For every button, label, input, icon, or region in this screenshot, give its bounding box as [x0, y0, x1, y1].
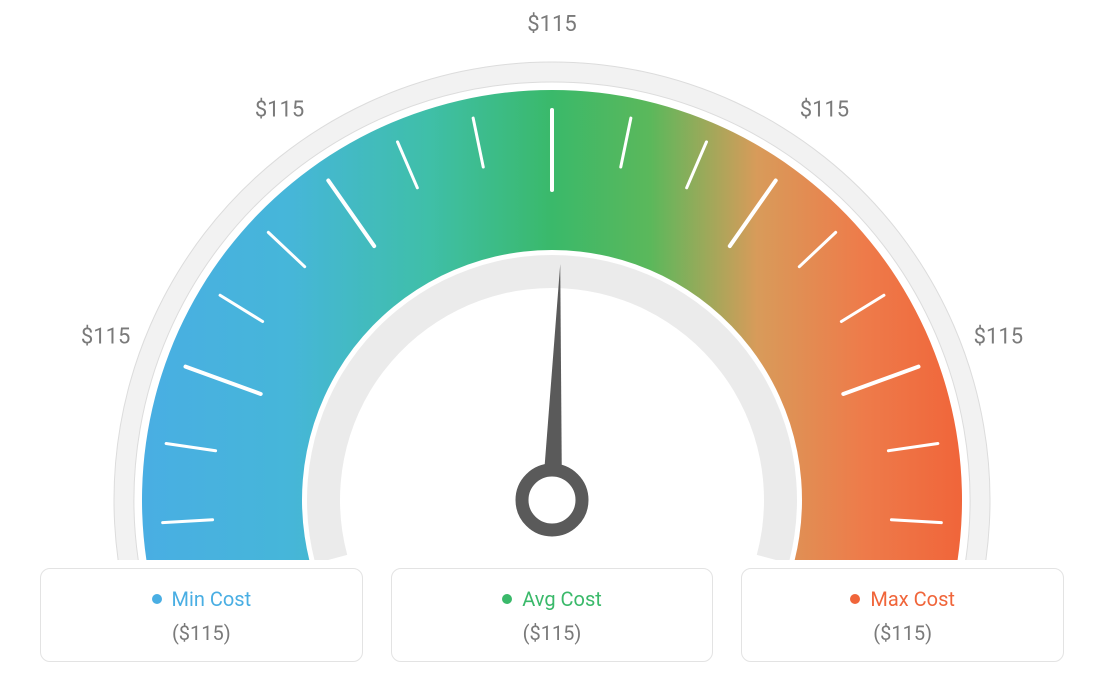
legend-title-avg: Avg Cost — [502, 587, 602, 611]
legend-title-min: Min Cost — [152, 587, 252, 611]
legend-label-min: Min Cost — [172, 587, 252, 611]
tick-label: $115 — [800, 98, 849, 123]
legend-row: Min Cost ($115) Avg Cost ($115) Max Cost… — [40, 568, 1064, 662]
tick-label: $115 — [527, 12, 576, 37]
dot-avg-icon — [502, 594, 512, 604]
legend-card-max: Max Cost ($115) — [741, 568, 1064, 662]
legend-label-max: Max Cost — [870, 587, 955, 611]
tick-label: $115 — [81, 324, 130, 349]
legend-value-max: ($115) — [752, 621, 1053, 645]
dot-min-icon — [152, 594, 162, 604]
legend-value-avg: ($115) — [402, 621, 703, 645]
legend-title-max: Max Cost — [850, 587, 955, 611]
legend-label-avg: Avg Cost — [522, 587, 602, 611]
legend-value-min: ($115) — [51, 621, 352, 645]
legend-card-avg: Avg Cost ($115) — [391, 568, 714, 662]
tick-label: $115 — [255, 98, 304, 123]
legend-card-min: Min Cost ($115) — [40, 568, 363, 662]
gauge-svg: $115$115$115$115$115$115$115 — [0, 0, 1104, 560]
tick-label: $115 — [974, 324, 1023, 349]
dot-max-icon — [850, 594, 860, 604]
needle-hub — [522, 470, 582, 530]
gauge-area: $115$115$115$115$115$115$115 — [0, 0, 1104, 560]
gauge-chart-container: $115$115$115$115$115$115$115 Min Cost ($… — [0, 0, 1104, 690]
